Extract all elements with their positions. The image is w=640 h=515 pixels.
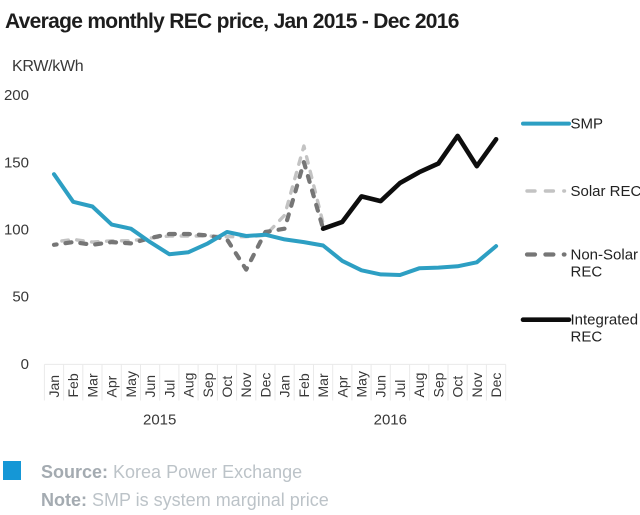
svg-text:Oct: Oct [219, 376, 235, 398]
svg-text:May: May [354, 371, 370, 397]
svg-text:Aug: Aug [411, 373, 427, 398]
svg-text:Integrated: Integrated [571, 312, 639, 329]
svg-text:May: May [123, 371, 139, 397]
svg-text:100: 100 [4, 222, 29, 239]
svg-text:SMP: SMP [571, 116, 604, 133]
svg-text:Jul: Jul [161, 380, 177, 398]
svg-text:0: 0 [21, 356, 29, 373]
svg-text:REC: REC [571, 264, 603, 281]
svg-text:2015: 2015 [143, 412, 176, 429]
svg-text:Nov: Nov [469, 373, 485, 398]
svg-text:Feb: Feb [296, 373, 312, 397]
svg-text:150: 150 [4, 154, 29, 171]
svg-text:Jun: Jun [373, 375, 389, 398]
svg-text:Nov: Nov [238, 373, 254, 398]
svg-text:2016: 2016 [374, 412, 407, 429]
svg-text:Dec: Dec [257, 373, 273, 398]
svg-text:Jun: Jun [142, 375, 158, 398]
svg-text:Jan: Jan [277, 375, 293, 398]
svg-text:Jul: Jul [392, 380, 408, 398]
svg-text:200: 200 [4, 87, 29, 104]
svg-text:Aug: Aug [181, 373, 197, 398]
svg-text:Mar: Mar [84, 373, 100, 397]
svg-text:Oct: Oct [450, 376, 466, 398]
svg-text:50: 50 [12, 289, 29, 306]
svg-text:Non-Solar: Non-Solar [571, 247, 639, 264]
svg-text:Mar: Mar [315, 373, 331, 397]
svg-text:Jan: Jan [46, 375, 62, 398]
svg-text:Sep: Sep [200, 372, 216, 397]
svg-text:Solar REC: Solar REC [571, 183, 640, 200]
svg-text:Apr: Apr [334, 375, 350, 397]
svg-text:Sep: Sep [430, 372, 446, 397]
svg-text:Apr: Apr [104, 375, 120, 397]
svg-text:Feb: Feb [65, 373, 81, 397]
svg-text:REC: REC [571, 329, 603, 346]
svg-text:Dec: Dec [488, 373, 504, 398]
